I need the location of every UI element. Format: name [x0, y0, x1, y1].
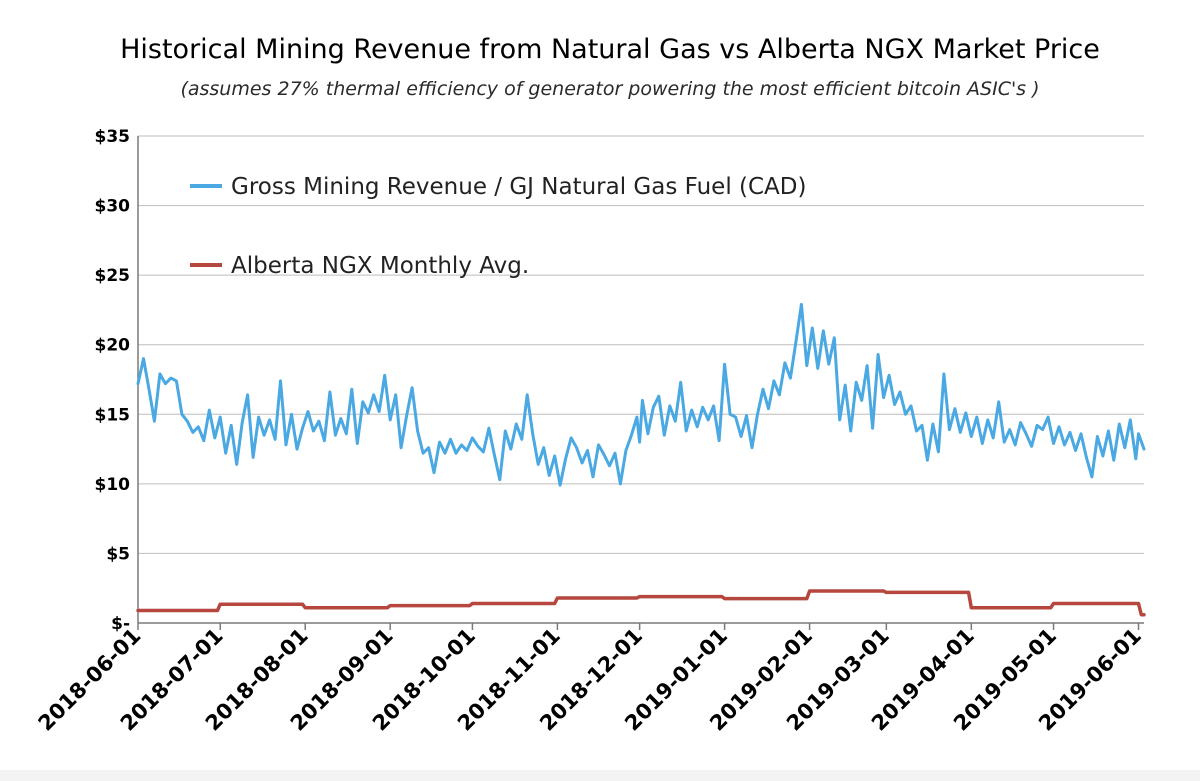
legend-label-mining-revenue: Gross Mining Revenue / GJ Natural Gas Fu… — [231, 174, 806, 200]
series-line-mining-revenue — [136, 302, 1146, 487]
grid — [137, 135, 1144, 624]
y-tick-label: $10 — [95, 475, 131, 495]
y-tick-label: $5 — [106, 544, 130, 564]
series — [136, 302, 1146, 617]
legend-label-ngx-price: Alberta NGX Monthly Avg. — [231, 253, 529, 279]
footer-strip — [0, 770, 1200, 781]
y-tick-label: $- — [111, 614, 130, 634]
y-tick-label: $35 — [95, 127, 131, 147]
x-axis: 2018-06-012018-07-012018-08-012018-09-01… — [34, 623, 1146, 736]
series-line-ngx-price — [136, 589, 1146, 617]
chart-subtitle: (assumes 27% thermal efficiency of gener… — [180, 78, 1039, 100]
y-tick-label: $20 — [95, 336, 131, 356]
y-tick-label: $15 — [95, 405, 131, 425]
legend: Gross Mining Revenue / GJ Natural Gas Fu… — [190, 174, 806, 279]
y-tick-label: $25 — [95, 266, 131, 286]
y-axis: $- $5 $10 $15 $20 $25 $30 $35 — [95, 127, 131, 634]
y-tick-label: $30 — [95, 197, 131, 217]
chart-title: Historical Mining Revenue from Natural G… — [120, 34, 1100, 65]
